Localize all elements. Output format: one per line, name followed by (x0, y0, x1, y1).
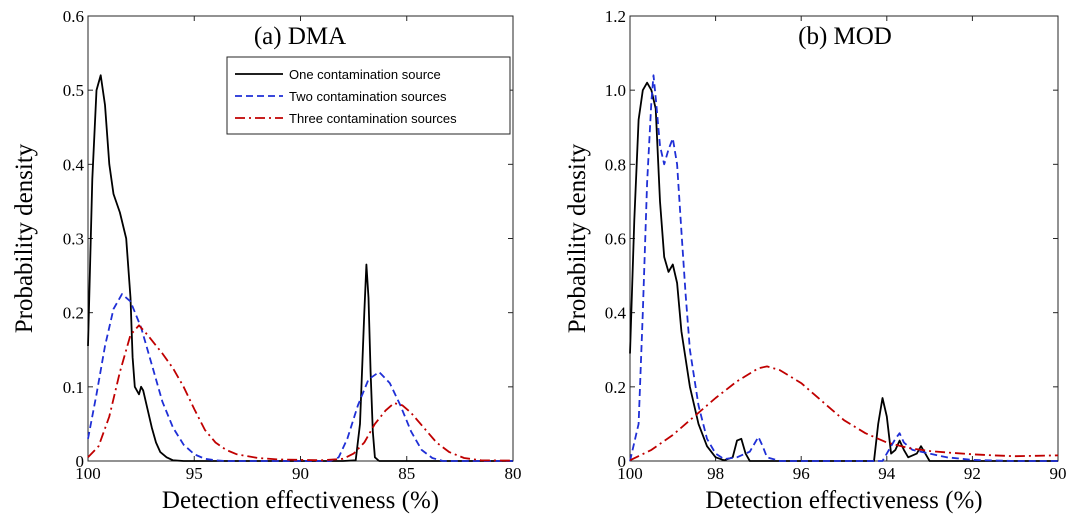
legend-label-1: Two contamination sources (289, 89, 447, 104)
series-line-2 (629, 365, 1059, 462)
chart-title: (b) MOD (798, 23, 892, 50)
y-tick-label: 0.4 (605, 304, 627, 323)
x-tick-label: 100 (617, 464, 643, 483)
x-tick-label: 98 (707, 464, 724, 483)
y-tick-label: 0.2 (605, 378, 626, 397)
x-axis-title: Detection effectiveness (%) (705, 487, 982, 514)
y-tick-label: 0.5 (63, 81, 84, 100)
x-tick-label: 90 (292, 464, 309, 483)
series-line-0 (87, 74, 513, 462)
plot-frame (629, 15, 1059, 462)
y-tick-label: 0.2 (63, 304, 84, 323)
y-tick-label: 0 (76, 452, 85, 471)
legend-label-0: One contamination source (289, 67, 441, 82)
y-tick-label: 0.4 (63, 155, 85, 174)
y-tick-label: 0 (618, 452, 627, 471)
x-tick-label: 100 (75, 464, 101, 483)
series-line-1 (629, 74, 1058, 462)
y-axis-title: Probability density (11, 143, 38, 333)
x-tick-label: 95 (186, 464, 203, 483)
y-axis-title: Probability density (564, 143, 591, 333)
y-tick-label: 0.8 (605, 155, 626, 174)
y-tick-label: 0.6 (63, 7, 84, 26)
x-axis-title: Detection effectiveness (%) (162, 487, 439, 514)
x-tick-label: 92 (964, 464, 981, 483)
legend-label-2: Three contamination sources (289, 111, 457, 126)
chart-title: (a) DMA (254, 23, 346, 50)
series-line-0 (629, 81, 1058, 462)
y-tick-label: 0.6 (605, 230, 626, 249)
chart-panel-1: 100 98 96 94 92 90 0 0.2 0.4 0.6 0.8 1.0 1.2 Detectio… (564, 7, 1067, 514)
chart-panel-0: 100 95 90 85 80 0 0.1 0.2 0.3 0.4 0.5 0.6 Detection … (11, 7, 522, 514)
x-tick-label: 96 (793, 464, 810, 483)
x-tick-label: 90 (1050, 464, 1067, 483)
x-tick-label: 94 (878, 464, 896, 483)
x-tick-label: 80 (505, 464, 522, 483)
y-tick-label: 1.0 (605, 81, 626, 100)
y-tick-label: 0.1 (63, 378, 84, 397)
x-tick-label: 85 (398, 464, 415, 483)
y-tick-label: 0.3 (63, 230, 84, 249)
series-line-1 (87, 293, 513, 462)
series-line-2 (87, 324, 514, 462)
y-tick-label: 1.2 (605, 7, 626, 26)
legend: One contamination source Two contaminatio… (226, 56, 511, 135)
